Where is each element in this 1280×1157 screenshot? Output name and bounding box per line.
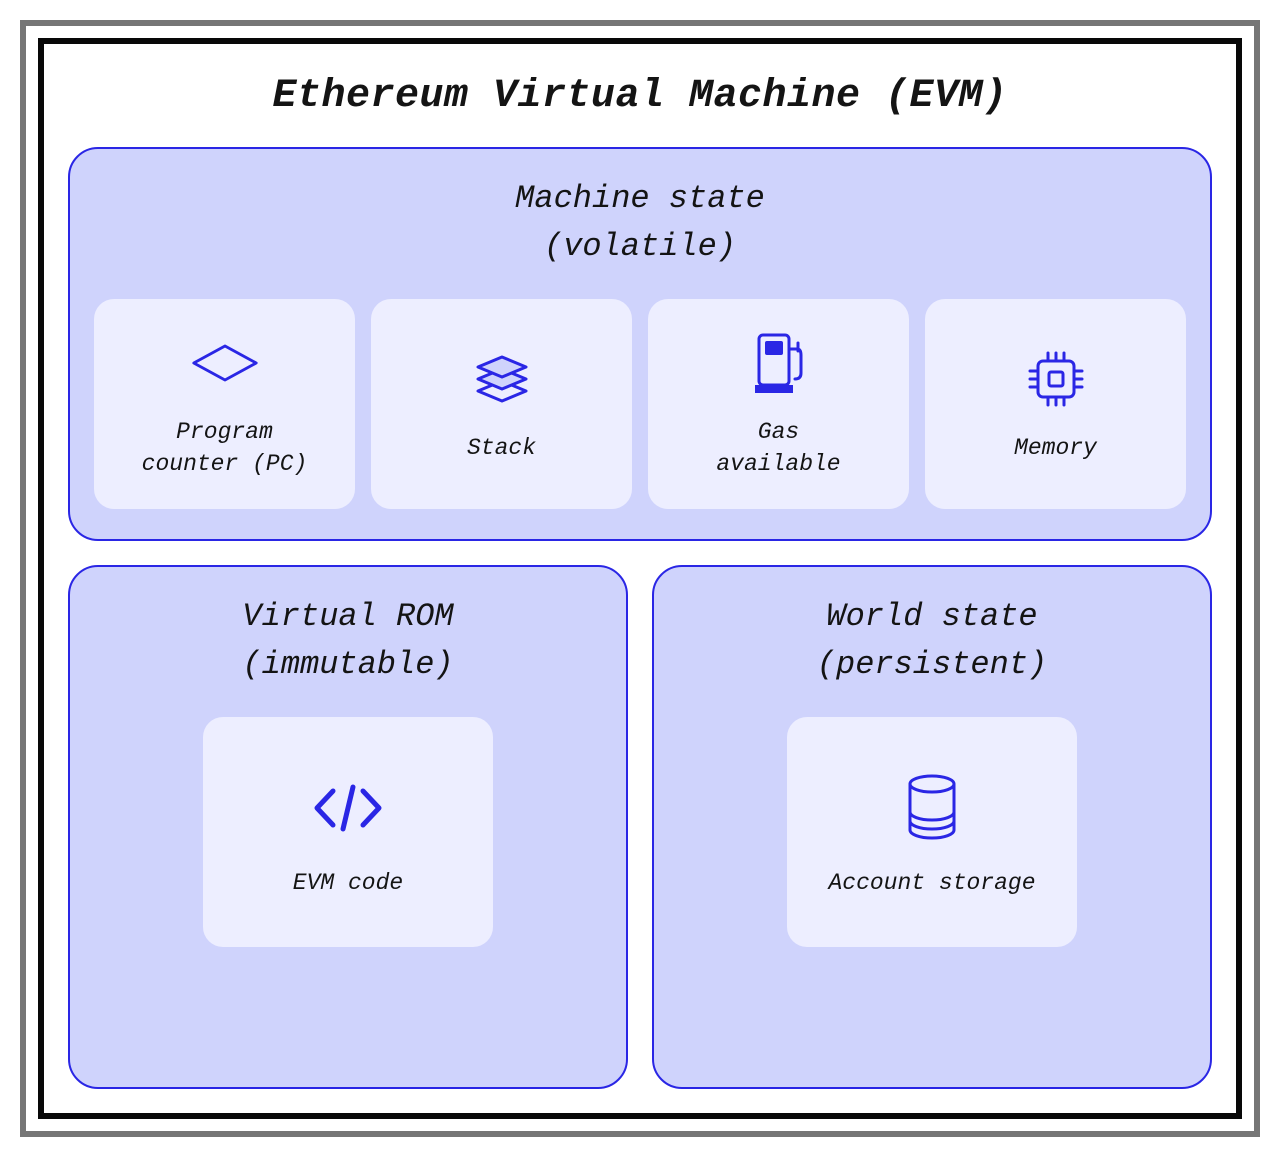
machine-state-title-line1: Machine state (515, 180, 765, 217)
diamond-icon (190, 328, 260, 398)
chip-icon (1021, 344, 1091, 414)
code-icon (308, 768, 388, 848)
gas-pump-icon (744, 328, 814, 398)
account-storage-tile: Account storage (787, 717, 1077, 947)
machine-state-title: Machine state (volatile) (94, 175, 1186, 271)
virtual-rom-panel: Virtual ROM (immutable) EVM code (68, 565, 628, 1089)
program-counter-tile: Program counter (PC) (94, 299, 355, 509)
evm-container: Ethereum Virtual Machine (EVM) Machine s… (38, 38, 1242, 1119)
world-state-title: World state (persistent) (678, 593, 1186, 689)
database-icon (892, 768, 972, 848)
evm-code-tile: EVM code (203, 717, 493, 947)
machine-state-panel: Machine state (volatile) Program counter… (68, 147, 1212, 541)
evm-code-label: EVM code (293, 870, 403, 896)
memory-tile: Memory (925, 299, 1186, 509)
outer-frame: Ethereum Virtual Machine (EVM) Machine s… (20, 20, 1260, 1137)
stack-icon (467, 344, 537, 414)
program-counter-label: Program counter (PC) (142, 416, 308, 480)
machine-state-title-line2: (volatile) (544, 228, 736, 265)
memory-label: Memory (1014, 432, 1097, 464)
stack-label: Stack (467, 432, 536, 464)
gas-label: Gas available (716, 416, 840, 480)
virtual-rom-title: Virtual ROM (immutable) (94, 593, 602, 689)
machine-state-tiles: Program counter (PC) Stack (94, 299, 1186, 509)
stack-tile: Stack (371, 299, 632, 509)
world-state-panel: World state (persistent) Account storage (652, 565, 1212, 1089)
diagram-title: Ethereum Virtual Machine (EVM) (68, 74, 1212, 119)
bottom-row: Virtual ROM (immutable) EVM code (68, 565, 1212, 1089)
account-storage-label: Account storage (828, 870, 1035, 896)
gas-tile: Gas available (648, 299, 909, 509)
